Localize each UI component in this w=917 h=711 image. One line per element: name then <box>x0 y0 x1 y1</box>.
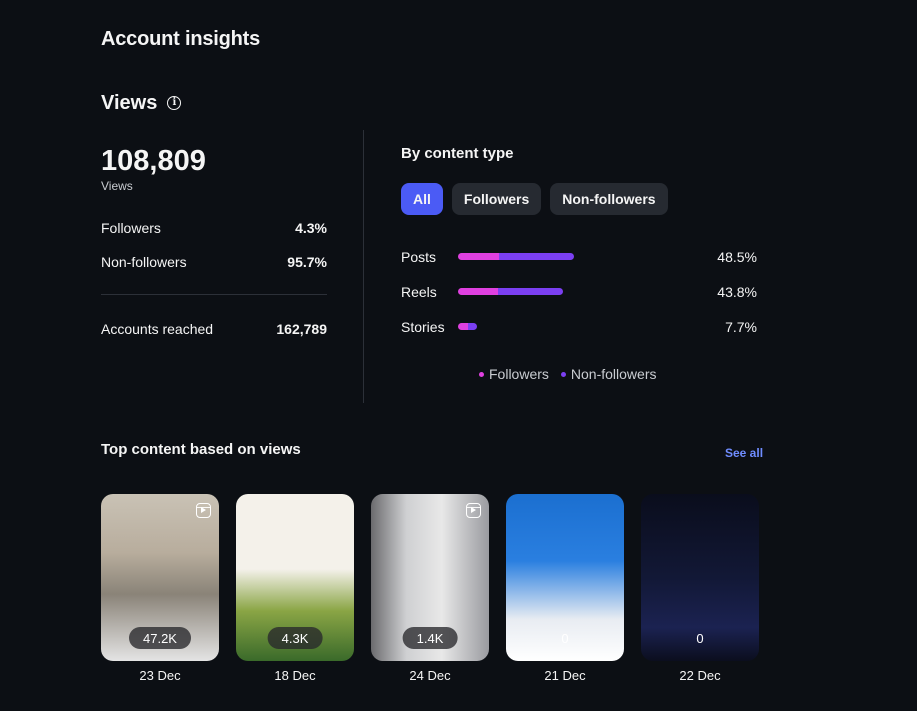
content-type-bar-track <box>458 288 698 296</box>
content-type-name: Stories <box>401 319 445 335</box>
non-followers-segment <box>498 253 575 260</box>
followers-segment <box>458 253 499 260</box>
content-thumbnail[interactable]: 0 <box>641 494 759 661</box>
non-followers-stat-label: Non-followers <box>101 254 187 270</box>
top-content-item[interactable]: 1.4K 24 Dec <box>371 494 489 683</box>
content-type-row-posts: Posts 48.5% <box>401 247 757 267</box>
top-content-item[interactable]: 4.3K 18 Dec <box>236 494 354 683</box>
top-content-item[interactable]: 47.2K 23 Dec <box>101 494 219 683</box>
views-count-badge: 0 <box>696 630 704 646</box>
content-type-title: By content type <box>401 145 514 162</box>
legend-followers: Followers <box>479 366 549 382</box>
followers-segment <box>458 323 469 330</box>
content-type-bar <box>458 253 575 260</box>
content-type-legend: Followers Non-followers <box>479 366 657 382</box>
views-count-badge: 0 <box>561 630 569 646</box>
content-type-row-stories: Stories 7.7% <box>401 317 757 337</box>
content-thumbnail[interactable]: 47.2K <box>101 494 219 661</box>
content-type-pct: 43.8% <box>717 284 757 300</box>
content-date: 22 Dec <box>679 668 721 683</box>
content-thumbnail[interactable]: 4.3K <box>236 494 354 661</box>
content-date: 18 Dec <box>274 668 316 683</box>
top-content-title: Top content based on views <box>101 441 301 458</box>
filter-chip-non-followers[interactable]: Non-followers <box>550 183 668 215</box>
content-thumbnail[interactable]: 0 <box>506 494 624 661</box>
content-type-bar-track <box>458 323 698 331</box>
accounts-reached-label: Accounts reached <box>101 321 214 337</box>
content-type-bar <box>458 288 564 295</box>
views-title: Views <box>101 92 158 114</box>
page-title: Account insights <box>101 28 261 50</box>
content-type-pct: 48.5% <box>717 249 757 265</box>
accounts-reached-stat: Accounts reached 162,789 <box>101 321 327 337</box>
content-type-name: Posts <box>401 249 437 265</box>
views-count-badge: 47.2K <box>129 627 191 649</box>
content-type-panel: By content type All Followers Non-follow… <box>401 145 761 382</box>
content-date: 24 Dec <box>409 668 451 683</box>
content-date: 21 Dec <box>544 668 586 683</box>
content-type-row-reels: Reels 43.8% <box>401 282 757 302</box>
legend-non-followers: Non-followers <box>560 366 657 382</box>
non-followers-stat: Non-followers 95.7% <box>101 254 327 270</box>
views-summary: 108,809 Views Followers 4.3% Non-followe… <box>101 145 327 337</box>
followers-stat-value: 4.3% <box>295 220 327 236</box>
views-section-header: Views i <box>101 92 182 115</box>
followers-segment <box>458 288 498 295</box>
content-thumbnail[interactable]: 1.4K <box>371 494 489 661</box>
non-followers-stat-value: 95.7% <box>287 254 327 270</box>
non-followers-segment <box>497 288 564 295</box>
content-type-bar-track <box>458 253 698 261</box>
filter-chip-followers[interactable]: Followers <box>451 183 542 215</box>
top-content-item[interactable]: 0 22 Dec <box>641 494 759 683</box>
filter-chips: All Followers Non-followers <box>401 183 668 215</box>
total-views-label: Views <box>101 179 133 193</box>
column-divider <box>363 130 364 403</box>
followers-dot-icon <box>479 371 484 377</box>
content-date: 23 Dec <box>139 668 181 683</box>
stats-divider <box>101 294 327 295</box>
content-type-name: Reels <box>401 284 437 300</box>
non-followers-dot-icon <box>560 371 566 377</box>
accounts-reached-value: 162,789 <box>276 321 327 337</box>
total-views-number: 108,809 <box>101 145 206 177</box>
content-type-bar <box>458 323 477 330</box>
views-count-badge: 1.4K <box>402 627 458 649</box>
info-icon[interactable]: i <box>167 95 182 110</box>
content-type-pct: 7.7% <box>725 319 757 335</box>
filter-chip-all[interactable]: All <box>401 183 443 215</box>
see-all-link[interactable]: See all <box>725 446 764 460</box>
views-count-badge: 4.3K <box>267 627 323 649</box>
reel-icon <box>196 503 211 518</box>
non-followers-segment <box>468 323 477 330</box>
followers-stat: Followers 4.3% <box>101 220 327 236</box>
top-content-item[interactable]: 0 21 Dec <box>506 494 624 683</box>
legend-followers-label: Followers <box>489 366 549 382</box>
reel-icon <box>466 503 481 518</box>
legend-non-followers-label: Non-followers <box>570 366 657 382</box>
followers-stat-label: Followers <box>101 220 161 236</box>
